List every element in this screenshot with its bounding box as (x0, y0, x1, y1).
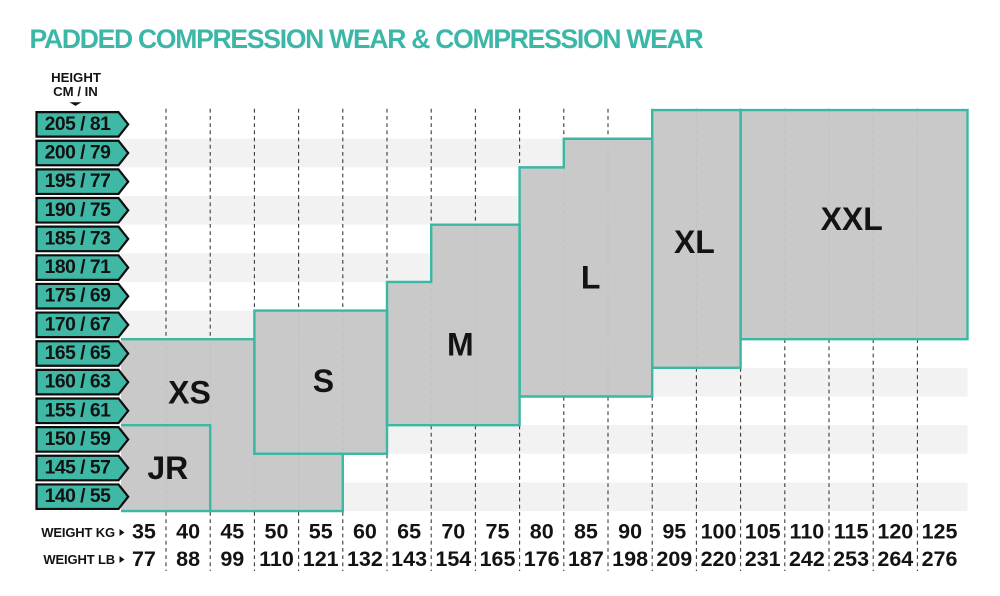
svg-text:60: 60 (353, 520, 377, 544)
svg-text:175 / 69: 175 / 69 (45, 286, 111, 307)
svg-text:264: 264 (877, 547, 913, 571)
svg-text:185 / 73: 185 / 73 (45, 228, 111, 249)
svg-text:180 / 71: 180 / 71 (45, 257, 111, 278)
svg-text:JR: JR (147, 450, 188, 486)
svg-text:XL: XL (674, 224, 715, 260)
svg-text:276: 276 (922, 547, 958, 571)
svg-text:187: 187 (568, 547, 604, 571)
svg-text:45: 45 (220, 520, 244, 544)
svg-text:165 / 65: 165 / 65 (45, 343, 111, 364)
svg-text:200 / 79: 200 / 79 (45, 143, 111, 164)
svg-text:242: 242 (789, 547, 825, 571)
svg-text:80: 80 (530, 520, 554, 544)
svg-text:65: 65 (397, 520, 421, 544)
svg-text:35: 35 (132, 520, 156, 544)
svg-text:XS: XS (168, 375, 211, 411)
svg-text:154: 154 (435, 547, 471, 571)
svg-text:88: 88 (176, 547, 200, 571)
svg-text:143: 143 (391, 547, 427, 571)
svg-text:100: 100 (701, 520, 737, 544)
svg-text:140 / 55: 140 / 55 (45, 486, 111, 507)
svg-text:253: 253 (833, 547, 869, 571)
svg-text:195 / 77: 195 / 77 (45, 171, 111, 192)
svg-text:150 / 59: 150 / 59 (45, 429, 111, 450)
svg-text:S: S (313, 363, 334, 399)
svg-text:40: 40 (176, 520, 200, 544)
svg-text:HEIGHT: HEIGHT (51, 70, 101, 85)
svg-text:155 / 61: 155 / 61 (45, 400, 111, 421)
svg-text:WEIGHT LB: WEIGHT LB (43, 552, 115, 567)
svg-text:120: 120 (877, 520, 913, 544)
svg-text:70: 70 (441, 520, 465, 544)
svg-text:198: 198 (612, 547, 648, 571)
svg-text:99: 99 (220, 547, 244, 571)
svg-text:85: 85 (574, 520, 598, 544)
svg-text:105: 105 (745, 520, 781, 544)
svg-text:PADDED COMPRESSION WEAR & COMP: PADDED COMPRESSION WEAR & COMPRESSION WE… (30, 24, 704, 54)
svg-text:50: 50 (265, 520, 289, 544)
svg-text:176: 176 (524, 547, 560, 571)
svg-text:132: 132 (347, 547, 383, 571)
svg-text:165: 165 (480, 547, 516, 571)
svg-text:55: 55 (309, 520, 333, 544)
svg-text:145 / 57: 145 / 57 (45, 458, 111, 479)
svg-text:231: 231 (745, 547, 781, 571)
svg-text:160 / 63: 160 / 63 (45, 372, 111, 393)
svg-text:170 / 67: 170 / 67 (45, 314, 111, 335)
svg-text:95: 95 (662, 520, 686, 544)
svg-text:WEIGHT KG: WEIGHT KG (41, 525, 115, 540)
svg-text:209: 209 (656, 547, 692, 571)
svg-text:75: 75 (486, 520, 510, 544)
svg-text:L: L (581, 259, 601, 295)
svg-text:115: 115 (834, 520, 869, 544)
svg-text:CM / IN: CM / IN (53, 84, 98, 99)
svg-text:220: 220 (701, 547, 737, 571)
svg-text:XXL: XXL (821, 201, 883, 237)
svg-text:90: 90 (618, 520, 642, 544)
svg-text:121: 121 (303, 547, 339, 571)
svg-text:M: M (447, 326, 474, 362)
svg-text:205 / 81: 205 / 81 (45, 114, 111, 135)
svg-text:125: 125 (922, 520, 958, 544)
svg-text:77: 77 (132, 547, 156, 571)
svg-text:110: 110 (790, 520, 825, 544)
svg-text:110: 110 (259, 547, 294, 571)
svg-text:190 / 75: 190 / 75 (45, 200, 111, 221)
